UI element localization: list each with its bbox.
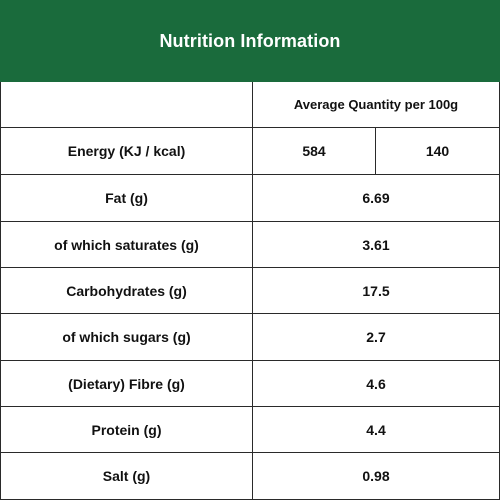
column-header-row: Average Quantity per 100g xyxy=(1,82,499,128)
nutrient-value: 4.4 xyxy=(366,421,386,438)
energy-kcal-value: 140 xyxy=(425,143,450,159)
nutrient-label: Carbohydrates (g) xyxy=(1,268,253,313)
nutrient-value: 2.7 xyxy=(366,329,386,345)
nutrient-label: of which sugars (g) xyxy=(1,314,253,360)
table-header: Nutrition Information xyxy=(0,0,500,82)
table-row: Salt (g) 0.98 xyxy=(1,453,499,499)
nutrient-value: 3.61 xyxy=(362,236,390,253)
energy-label: Energy (KJ / kcal) xyxy=(1,128,253,174)
table-title: Nutrition Information xyxy=(159,30,341,51)
nutrient-value: 6.69 xyxy=(362,190,390,206)
nutrient-label: Protein (g) xyxy=(1,407,253,452)
nutrient-value: 4.6 xyxy=(366,375,386,392)
nutrition-table: Average Quantity per 100g Energy (KJ / k… xyxy=(0,82,500,500)
table-row: (Dietary) Fibre (g) 4.6 xyxy=(1,361,499,407)
energy-kj-value: 584 xyxy=(253,128,376,174)
nutrient-value: 17.5 xyxy=(362,282,390,299)
energy-row: Energy (KJ / kcal) 584 140 xyxy=(1,128,499,175)
empty-corner-cell xyxy=(1,82,253,127)
table-row: Protein (g) 4.4 xyxy=(1,407,499,453)
table-row: of which saturates (g) 3.61 xyxy=(1,222,499,268)
table-row: Fat (g) 6.69 xyxy=(1,175,499,222)
table-row: Carbohydrates (g) 17.5 xyxy=(1,268,499,314)
nutrient-label: Salt (g) xyxy=(1,453,253,499)
nutrient-label: Fat (g) xyxy=(1,175,253,221)
nutrient-label: (Dietary) Fibre (g) xyxy=(1,361,253,406)
column-header: Average Quantity per 100g xyxy=(293,97,459,112)
table-row: of which sugars (g) 2.7 xyxy=(1,314,499,361)
nutrient-label: of which saturates (g) xyxy=(1,222,253,267)
nutrient-value: 0.98 xyxy=(362,468,390,484)
